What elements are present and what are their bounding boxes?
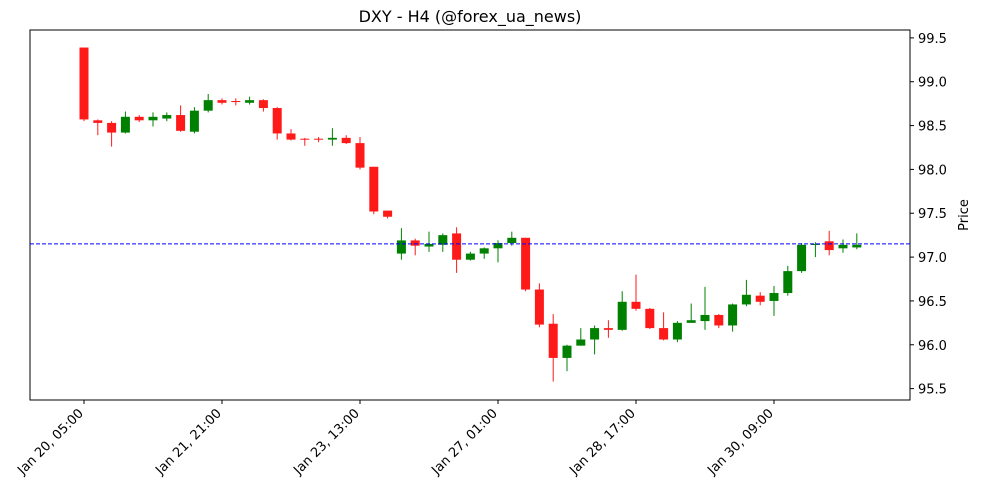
candle-body: [424, 243, 434, 247]
candle-body: [493, 243, 503, 249]
candle-body: [534, 289, 544, 325]
x-tick-label: Jan 28, 17:00: [566, 406, 638, 478]
candle-body: [245, 100, 255, 103]
candle-body: [769, 293, 779, 301]
candle-body: [507, 237, 517, 244]
candle-body: [355, 143, 365, 168]
candle-body: [383, 210, 393, 217]
candle-body: [369, 166, 379, 212]
candle-body: [217, 100, 227, 103]
candle-body: [465, 253, 475, 260]
candle-body: [521, 237, 531, 290]
chart-title: DXY - H4 (@forex_ua_news): [359, 7, 582, 27]
candle-body: [741, 294, 751, 305]
candle-body: [203, 100, 213, 111]
candle-body: [603, 328, 613, 330]
y-tick-label: 99.0: [918, 76, 947, 91]
candle-body: [176, 115, 186, 131]
candle-body: [659, 328, 669, 340]
candle-body: [189, 110, 199, 132]
candle-body: [852, 244, 862, 248]
x-tick-label: Jan 27, 01:00: [428, 406, 500, 478]
candle-body: [783, 271, 793, 294]
x-tick-label: Jan 30, 09:00: [704, 406, 776, 478]
candle-body: [327, 137, 337, 140]
candle-body: [231, 101, 241, 103]
y-tick-label: 97.5: [918, 207, 947, 222]
candle-body: [562, 345, 572, 358]
candle-body: [479, 248, 489, 254]
x-tick-label: Jan 20, 05:00: [14, 406, 86, 478]
candle-body: [714, 314, 724, 326]
candle-body: [134, 116, 144, 121]
candle-body: [79, 47, 89, 120]
candle-body: [700, 314, 710, 322]
candle-body: [617, 301, 627, 330]
candle-body: [120, 116, 130, 133]
candle-body: [452, 233, 462, 260]
candle-body: [286, 133, 296, 140]
candle-body: [107, 122, 117, 133]
candle-body: [810, 243, 820, 245]
candle-body: [645, 308, 655, 329]
candle-body: [396, 240, 406, 254]
candle-body: [300, 138, 310, 140]
y-tick-label: 97.0: [918, 251, 947, 266]
candle-body: [576, 339, 586, 346]
candle-body: [162, 115, 172, 119]
candle-body: [590, 328, 600, 340]
candle-body: [438, 235, 448, 245]
candle-body: [314, 138, 324, 140]
candle-body: [258, 100, 268, 109]
candle-body: [728, 304, 738, 326]
x-tick-label: Jan 21, 21:00: [152, 406, 224, 478]
candle-body: [410, 240, 420, 246]
y-tick-label: 96.5: [918, 295, 947, 310]
x-tick-label: Jan 23, 13:00: [290, 406, 362, 478]
candle-body: [341, 137, 351, 144]
candle-body: [824, 241, 834, 251]
y-tick-label: 96.0: [918, 339, 947, 354]
candle-body: [93, 120, 103, 123]
y-tick-label: 95.5: [918, 383, 947, 398]
candle-body: [148, 116, 158, 121]
y-axis-label: Price: [957, 199, 972, 231]
y-tick-label: 99.5: [918, 32, 947, 47]
plot-frame: [29, 29, 911, 401]
y-tick-label: 98.0: [918, 163, 947, 178]
candle-body: [672, 322, 682, 340]
candle-body: [272, 108, 282, 134]
candle-body: [631, 301, 641, 309]
candle-body: [548, 323, 558, 358]
y-tick-label: 98.5: [918, 120, 947, 135]
candle-body: [838, 244, 848, 249]
candle-body: [686, 320, 696, 323]
candle-body: [755, 295, 765, 302]
candle-body: [797, 244, 807, 272]
